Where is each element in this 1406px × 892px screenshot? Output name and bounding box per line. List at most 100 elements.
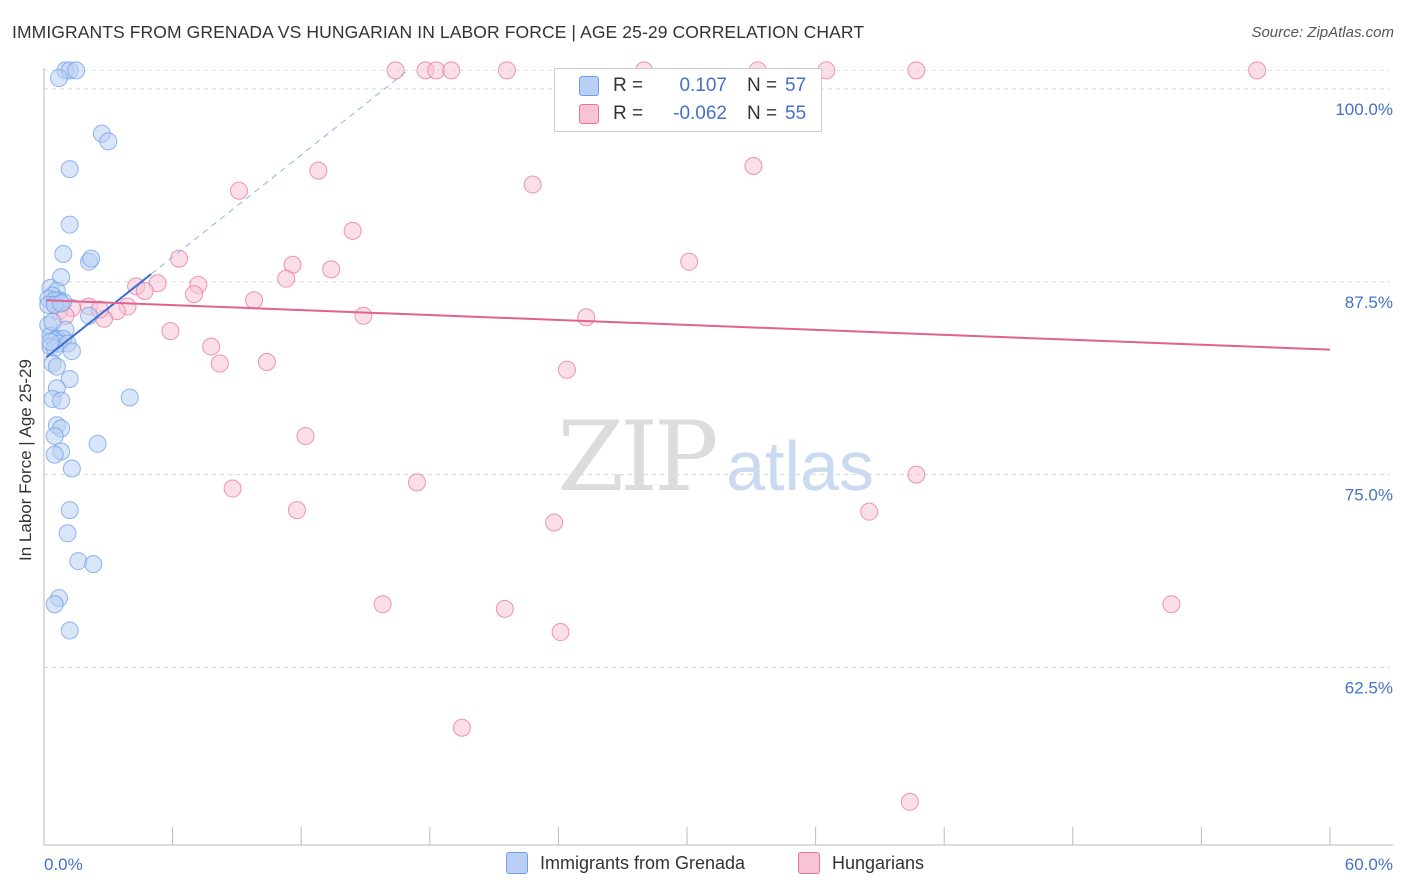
gridlines <box>44 69 1390 669</box>
point-grenada <box>62 459 81 478</box>
point-hungarians <box>523 175 542 194</box>
legend-swatch-hungarians <box>579 104 599 124</box>
y-tick-label: 100.0% <box>1335 100 1393 119</box>
point-grenada <box>50 69 69 88</box>
x-tick-label-max: 60.0% <box>1345 855 1393 874</box>
point-grenada <box>41 332 60 351</box>
legend-n-label: N = <box>747 103 778 124</box>
trend-lines <box>45 69 1331 359</box>
legend-n-value-grenada: 57 <box>785 75 807 96</box>
series-swatch-hungarians <box>798 852 820 874</box>
point-hungarians <box>354 306 373 325</box>
y-tick-label: 87.5% <box>1345 293 1393 312</box>
legend-row-grenada: R = 0.107 N = 57 <box>579 73 806 99</box>
legend-row-hungarians: R = -0.062 N = 55 <box>579 101 806 127</box>
legend-n-label: N = <box>747 75 778 96</box>
point-grenada <box>52 391 71 410</box>
data-points <box>39 61 1267 811</box>
source-label: Source: ZipAtlas.com <box>1251 24 1394 41</box>
point-hungarians <box>860 502 879 521</box>
point-hungarians <box>407 473 426 492</box>
point-grenada <box>45 445 64 464</box>
point-hungarians <box>442 61 461 80</box>
point-hungarians <box>277 269 296 288</box>
point-grenada <box>45 427 64 446</box>
point-hungarians <box>907 61 926 80</box>
point-hungarians <box>322 260 341 279</box>
point-grenada <box>45 595 64 614</box>
chart-title: IMMIGRANTS FROM GRENADA VS HUNGARIAN IN … <box>12 22 865 42</box>
legend-r-value-grenada: 0.107 <box>679 75 727 96</box>
point-hungarians <box>744 157 763 176</box>
point-hungarians <box>161 322 180 341</box>
point-grenada <box>47 357 66 376</box>
series-legend-grenada[interactable]: Immigrants from Grenada <box>506 852 745 874</box>
point-grenada <box>60 160 79 179</box>
point-hungarians <box>202 337 221 356</box>
point-hungarians <box>1248 61 1267 80</box>
point-hungarians <box>185 285 204 304</box>
point-hungarians <box>296 427 315 446</box>
trend-extension-grenada <box>150 69 409 275</box>
watermark-zip: ZIP <box>557 401 716 513</box>
point-grenada <box>58 524 77 543</box>
point-hungarians <box>497 61 516 80</box>
trend-line-hungarians <box>46 299 1331 351</box>
y-tick-label: 75.0% <box>1345 486 1393 505</box>
point-hungarians <box>900 792 919 811</box>
y-tick-label: 62.5% <box>1345 679 1393 698</box>
point-hungarians <box>170 249 189 268</box>
trend-line-grenada <box>45 273 152 359</box>
point-grenada <box>54 244 73 263</box>
series-legend-hungarians[interactable]: Hungarians <box>798 852 924 874</box>
legend-r-value-hungarians: -0.062 <box>673 103 727 124</box>
series-name-hungarians: Hungarians <box>832 852 925 873</box>
legend-n-value-hungarians: 55 <box>785 103 807 124</box>
point-grenada <box>62 342 81 361</box>
axes <box>43 68 1393 846</box>
point-grenada <box>82 249 101 268</box>
point-hungarians <box>135 282 154 301</box>
point-hungarians <box>495 599 514 618</box>
point-grenada <box>99 132 118 151</box>
point-hungarians <box>907 465 926 484</box>
point-hungarians <box>680 252 699 271</box>
point-hungarians <box>230 181 249 200</box>
point-grenada <box>120 388 139 407</box>
point-grenada <box>69 552 88 571</box>
point-hungarians <box>386 61 405 80</box>
point-grenada <box>60 501 79 520</box>
point-hungarians <box>577 308 596 327</box>
legend-r-label: R = <box>613 75 644 96</box>
series-legend: Immigrants from Grenada Hungarians <box>0 852 1406 878</box>
series-swatch-grenada <box>506 852 528 874</box>
point-hungarians <box>545 513 564 532</box>
point-hungarians <box>309 161 328 180</box>
point-hungarians <box>427 61 446 80</box>
point-grenada <box>88 434 107 453</box>
stats-legend: R = 0.107 N = 57 R = -0.062 N = 55 <box>554 68 822 132</box>
watermark-atlas: atlas <box>726 427 874 505</box>
point-hungarians <box>452 718 471 737</box>
point-hungarians <box>557 360 576 379</box>
point-hungarians <box>373 595 392 614</box>
legend-r-label: R = <box>613 103 644 124</box>
point-hungarians <box>343 221 362 240</box>
point-grenada <box>52 294 71 313</box>
point-hungarians <box>287 501 306 520</box>
legend-swatch-grenada <box>579 76 599 96</box>
point-grenada <box>60 369 79 388</box>
tick-labels: 62.5% 75.0% 87.5% 100.0% 0.0% 60.0% <box>44 100 1393 874</box>
point-grenada <box>43 312 62 331</box>
watermark: ZIP atlas <box>557 401 874 513</box>
point-hungarians <box>257 352 276 371</box>
point-hungarians <box>245 291 264 310</box>
point-grenada <box>80 306 99 325</box>
series-name-grenada: Immigrants from Grenada <box>540 852 746 873</box>
point-grenada <box>60 215 79 234</box>
point-hungarians <box>1162 595 1181 614</box>
point-hungarians <box>210 354 229 373</box>
point-grenada <box>84 555 103 574</box>
point-hungarians <box>551 623 570 642</box>
